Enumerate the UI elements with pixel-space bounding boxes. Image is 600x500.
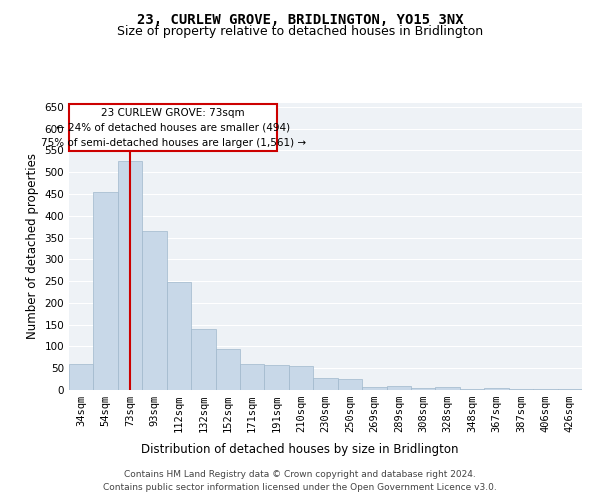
Bar xyxy=(362,386,386,390)
Bar xyxy=(289,366,313,390)
Bar xyxy=(460,388,484,390)
Bar xyxy=(484,388,509,390)
Bar xyxy=(557,389,582,390)
Text: Contains public sector information licensed under the Open Government Licence v3: Contains public sector information licen… xyxy=(103,484,497,492)
FancyBboxPatch shape xyxy=(70,104,277,152)
Bar xyxy=(313,378,338,390)
Bar xyxy=(167,282,191,390)
Bar xyxy=(191,329,215,390)
Bar xyxy=(142,231,167,390)
Bar xyxy=(436,386,460,390)
Bar xyxy=(386,386,411,390)
Text: Contains HM Land Registry data © Crown copyright and database right 2024.: Contains HM Land Registry data © Crown c… xyxy=(124,470,476,479)
Y-axis label: Number of detached properties: Number of detached properties xyxy=(26,153,39,340)
Text: 23, CURLEW GROVE, BRIDLINGTON, YO15 3NX: 23, CURLEW GROVE, BRIDLINGTON, YO15 3NX xyxy=(137,12,463,26)
Bar xyxy=(411,388,436,390)
Text: Distribution of detached houses by size in Bridlington: Distribution of detached houses by size … xyxy=(141,442,459,456)
Bar xyxy=(118,162,142,390)
Bar xyxy=(94,192,118,390)
Bar xyxy=(338,379,362,390)
Bar xyxy=(215,350,240,390)
Bar xyxy=(533,388,557,390)
Text: 23 CURLEW GROVE: 73sqm
← 24% of detached houses are smaller (494)
75% of semi-de: 23 CURLEW GROVE: 73sqm ← 24% of detached… xyxy=(41,108,305,148)
Bar xyxy=(509,388,533,390)
Bar xyxy=(265,365,289,390)
Bar xyxy=(69,364,94,390)
Bar xyxy=(240,364,265,390)
Text: Size of property relative to detached houses in Bridlington: Size of property relative to detached ho… xyxy=(117,25,483,38)
